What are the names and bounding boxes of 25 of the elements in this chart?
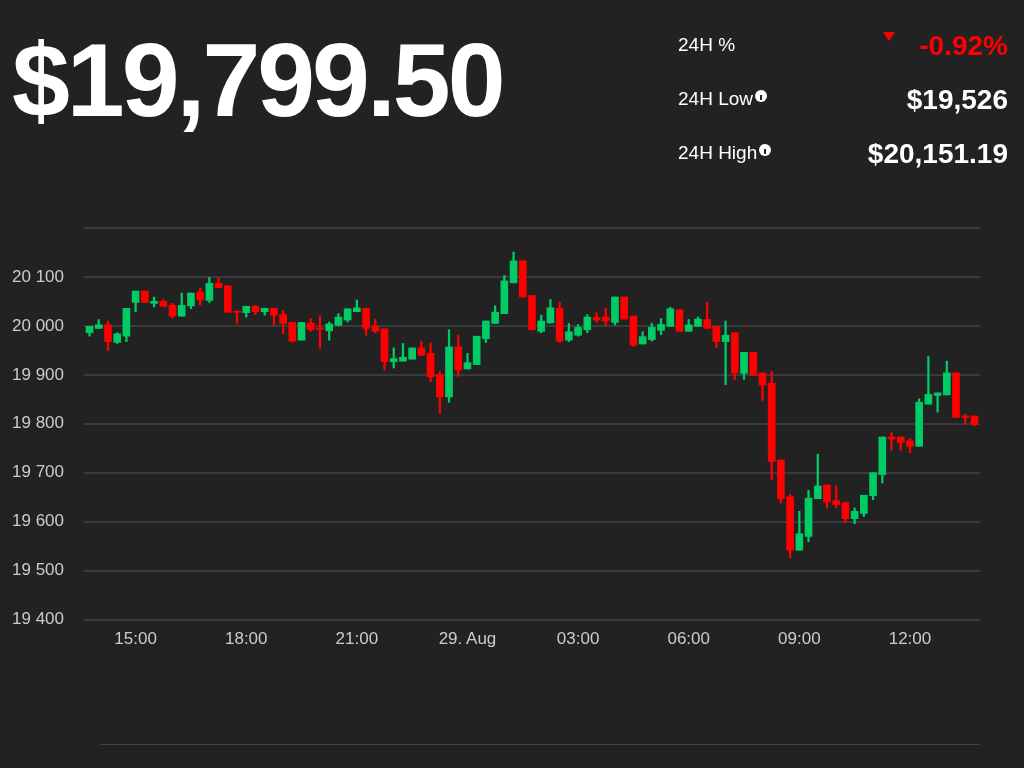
x-tick-label: 21:00 xyxy=(335,629,379,649)
candlestick xyxy=(721,320,730,385)
y-tick-label: 19 700 xyxy=(12,462,64,482)
text: 24H High xyxy=(678,142,758,164)
x-tick-label: 29. Aug xyxy=(438,629,497,649)
y-tick-label: 19 400 xyxy=(12,609,64,629)
x-tick-label: 03:00 xyxy=(556,629,600,649)
text: -0.92% xyxy=(919,30,1008,62)
x-tick-label: 06:00 xyxy=(667,629,710,649)
y-tick-label: 20 000 xyxy=(12,315,64,335)
y-tick-label: 19 800 xyxy=(12,413,64,433)
text: 24H Low xyxy=(678,88,753,110)
x-tick-label: 18:00 xyxy=(224,629,268,649)
text: 24H % xyxy=(678,34,736,56)
x-tick-label: 15:00 xyxy=(114,629,157,649)
y-tick-label: 19 500 xyxy=(12,560,64,580)
text: $19,526 xyxy=(906,84,1008,116)
y-tick-label: 20 100 xyxy=(12,266,64,286)
y-tick-label: 19 900 xyxy=(12,364,64,384)
text: $20,151.19 xyxy=(867,138,1008,170)
chart-title: $19,799.50 xyxy=(12,22,503,138)
x-tick-label: 09:00 xyxy=(778,629,821,649)
x-tick-label: 12:00 xyxy=(888,629,932,649)
candlestick xyxy=(924,355,933,405)
y-tick-label: 19 600 xyxy=(12,511,64,531)
